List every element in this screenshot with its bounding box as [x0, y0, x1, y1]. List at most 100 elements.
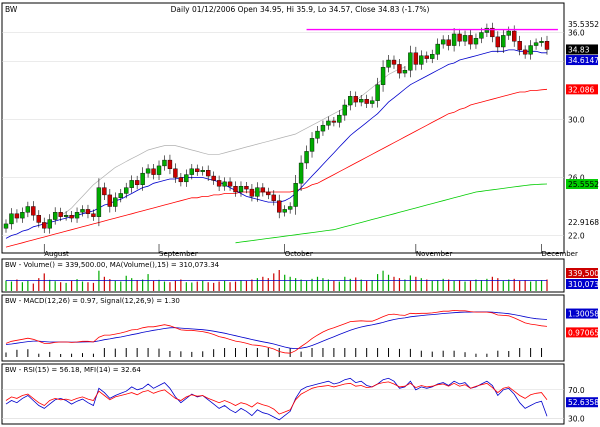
- candle: [408, 45, 413, 78]
- candle-body: [446, 39, 451, 46]
- candle: [260, 183, 266, 197]
- candle: [20, 207, 25, 223]
- candle: [353, 91, 358, 107]
- macd-signal-path: [5, 311, 548, 350]
- candle: [539, 37, 544, 47]
- macd-signal-line: [5, 311, 548, 350]
- candle-body: [495, 36, 501, 48]
- volume-axis-labels: 339,500 310,073: [566, 268, 599, 289]
- candle-body: [238, 185, 244, 193]
- candle-body: [457, 33, 462, 42]
- candle: [14, 209, 20, 223]
- candle-body: [52, 212, 58, 220]
- candle-body: [506, 30, 511, 36]
- candle: [167, 154, 173, 175]
- candle-body: [479, 32, 484, 39]
- candle: [124, 182, 129, 199]
- candle-body: [287, 206, 293, 210]
- candle: [337, 110, 342, 128]
- candle: [544, 35, 550, 55]
- candle-body: [293, 183, 298, 207]
- mfi-line: [5, 377, 548, 421]
- candle-body: [205, 170, 211, 177]
- candle: [528, 40, 533, 60]
- candle: [309, 132, 315, 158]
- candle: [484, 23, 490, 37]
- price-tick-label: 30.0: [568, 116, 585, 125]
- candle-body: [266, 191, 271, 196]
- price-tick-label: 22.0: [568, 232, 585, 241]
- candle: [364, 94, 369, 109]
- candle-body: [20, 212, 25, 219]
- candle-body: [113, 197, 118, 207]
- candle-body: [151, 168, 156, 175]
- candle: [326, 116, 331, 130]
- candle: [495, 31, 501, 53]
- candle: [271, 190, 276, 206]
- candle-body: [440, 39, 446, 45]
- candle: [446, 34, 451, 51]
- candle: [369, 96, 375, 108]
- rsi-tick-label: 30.0: [568, 414, 585, 423]
- short-ma-path: [5, 49, 547, 239]
- candle-body: [178, 177, 184, 183]
- candle-body: [501, 35, 506, 48]
- candle-body: [369, 100, 375, 104]
- candle: [222, 177, 227, 191]
- volume-title: BW - Volume() = 339,500.00, MA(Volume(),…: [5, 261, 220, 269]
- candle-body: [484, 27, 490, 33]
- candle: [348, 90, 353, 111]
- candle-body: [140, 172, 145, 185]
- month-tick-label: October: [285, 250, 313, 258]
- candle: [216, 175, 222, 191]
- price-axis-labels: 35.5352 34.83 34.6147 32.086 25.5552 22.9168: [566, 18, 599, 228]
- candle-body: [424, 55, 429, 59]
- candle: [244, 181, 249, 194]
- candle-body: [304, 151, 309, 164]
- candle: [85, 204, 91, 219]
- candle: [380, 60, 386, 92]
- volume-label-text: 310,073: [568, 280, 599, 289]
- candle: [517, 35, 522, 56]
- candle: [506, 26, 511, 40]
- candle: [31, 201, 36, 221]
- candle-body: [397, 64, 402, 74]
- price-x-axis: August September October November December: [43, 244, 578, 258]
- macd-axis-labels: 1.30058 0.970656: [566, 308, 600, 338]
- macd-title: BW - MACD(12,26) = 0.97, Signal(12,26,9)…: [5, 297, 180, 305]
- candle: [238, 181, 244, 197]
- macd-panel: [1, 294, 565, 362]
- candlesticks: [3, 22, 550, 234]
- price-label-text: 35.5352: [568, 20, 599, 29]
- candle: [189, 164, 194, 180]
- candle: [162, 155, 167, 171]
- candle: [451, 28, 457, 52]
- candle-body: [391, 59, 397, 65]
- macd-label-text: 1.30058: [568, 310, 599, 319]
- candle: [140, 167, 145, 191]
- candle-body: [107, 194, 113, 207]
- candle-body: [80, 209, 85, 213]
- candle: [151, 164, 156, 180]
- candle-body: [14, 213, 20, 219]
- candle: [391, 55, 397, 69]
- candle: [3, 219, 9, 233]
- candle: [277, 194, 282, 219]
- candle: [47, 214, 52, 234]
- candle: [457, 28, 462, 47]
- candle-body: [233, 185, 238, 193]
- macd-histogram: [5, 348, 543, 357]
- candle: [331, 117, 337, 127]
- candle-body: [173, 168, 178, 178]
- candle-body: [102, 187, 107, 196]
- rsi-label-text: 52.6358: [568, 398, 599, 407]
- candle-body: [533, 42, 539, 46]
- price-label-box: [566, 217, 598, 228]
- short-moving-average-line: [5, 49, 547, 239]
- candle: [424, 51, 429, 63]
- candle-body: [380, 67, 386, 85]
- candle: [375, 77, 380, 108]
- candle: [304, 145, 309, 169]
- candle: [315, 126, 320, 144]
